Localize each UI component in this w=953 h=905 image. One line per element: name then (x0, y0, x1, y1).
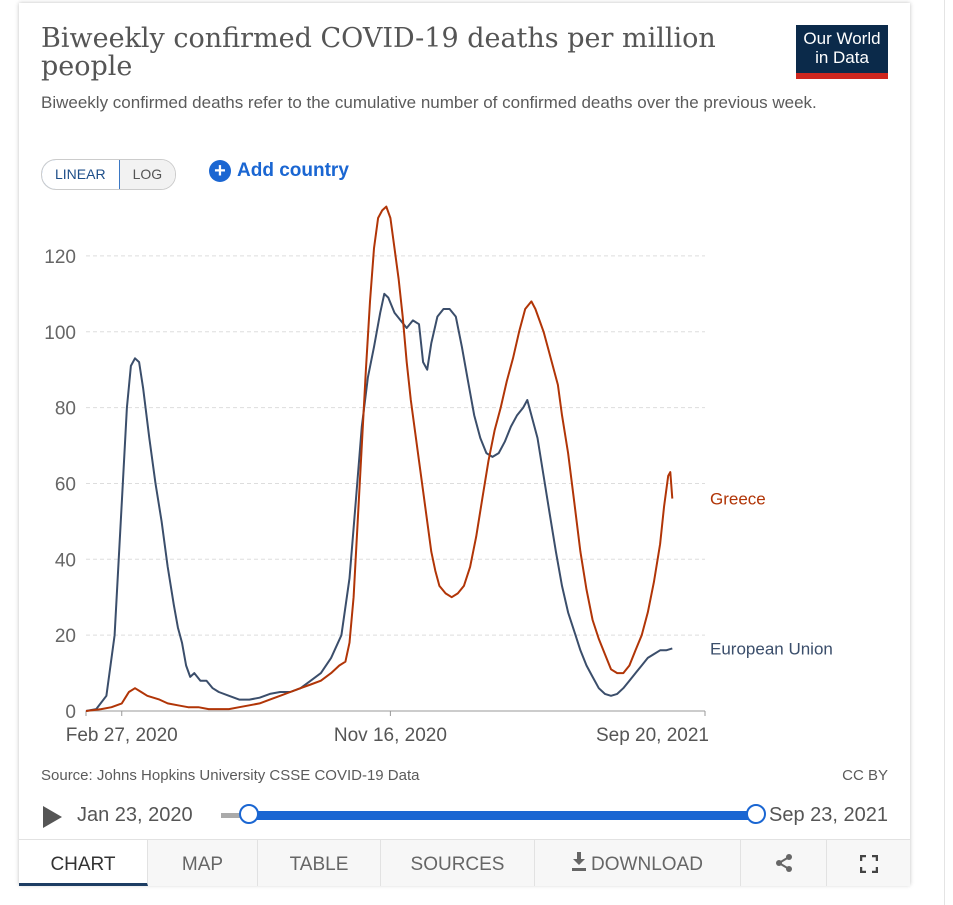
source-note[interactable]: Source: Johns Hopkins University CSSE CO… (41, 767, 420, 784)
y-tick-label: 60 (55, 474, 76, 495)
timeline-selected-range[interactable] (249, 811, 757, 820)
line-chart: 0 20 40 60 80 100 120 Feb 27, 2020 Nov 16, 2020 S… (44, 205, 833, 746)
scale-linear-button[interactable]: LINEAR (42, 160, 120, 189)
series-label: Greece (710, 490, 766, 509)
y-tick-label: 0 (65, 702, 76, 723)
chart-title: Biweekly confirmed COVID-19 deaths per m… (41, 23, 716, 82)
download-icon (572, 852, 587, 871)
series-line-european-union (85, 292, 673, 712)
chart-subtitle: Biweekly confirmed deaths refer to the c… (41, 93, 817, 112)
license-label[interactable]: CC BY (842, 767, 888, 784)
logo-line1: Our World (803, 29, 881, 48)
scale-log-button[interactable]: LOG (119, 160, 176, 189)
tab-map[interactable]: MAP (148, 840, 258, 886)
timeline-end-date: Sep 23, 2021 (769, 804, 888, 826)
owid-logo[interactable]: Our World in Data (796, 25, 888, 79)
timeline-start-handle[interactable] (239, 804, 259, 824)
x-tick-label: Feb 27, 2020 (66, 725, 178, 746)
play-icon[interactable] (43, 806, 62, 828)
scale-toggle: LINEAR LOG (41, 159, 177, 190)
tab-download[interactable]: DOWNLOAD (535, 840, 741, 886)
series-line-greece (85, 205, 674, 712)
share-button[interactable] (741, 840, 827, 886)
series-label: European Union (710, 639, 833, 658)
add-country-label: Add country (237, 160, 349, 181)
timeline: Jan 23, 2020 Sep 23, 2021 (41, 799, 888, 829)
x-tick-label: Nov 16, 2020 (334, 725, 447, 746)
y-tick-label: 20 (55, 626, 76, 647)
fullscreen-button[interactable] (827, 840, 910, 886)
y-tick-label: 80 (55, 399, 76, 420)
logo-line2: in Data (815, 48, 869, 67)
y-tick-label: 120 (44, 247, 76, 268)
y-tick-label: 40 (55, 550, 76, 571)
page-divider (944, 0, 945, 905)
tab-bar: CHART MAP TABLE SOURCES DOWNLOAD (19, 839, 910, 886)
x-tick-label: Sep 20, 2021 (596, 725, 709, 746)
tab-sources[interactable]: SOURCES (381, 840, 535, 886)
add-country-button[interactable]: + Add country (209, 160, 349, 182)
y-tick-label: 100 (44, 323, 76, 344)
plus-circle-icon: + (209, 160, 231, 182)
tab-download-label: DOWNLOAD (591, 854, 703, 875)
fullscreen-icon (859, 854, 878, 874)
logo-bar (796, 73, 888, 79)
timeline-start-date: Jan 23, 2020 (77, 804, 193, 826)
tab-chart[interactable]: CHART (19, 840, 148, 886)
timeline-end-handle[interactable] (746, 804, 766, 824)
chart-card: Biweekly confirmed COVID-19 deaths per m… (19, 3, 910, 886)
tab-table[interactable]: TABLE (258, 840, 381, 886)
share-icon (775, 854, 792, 872)
